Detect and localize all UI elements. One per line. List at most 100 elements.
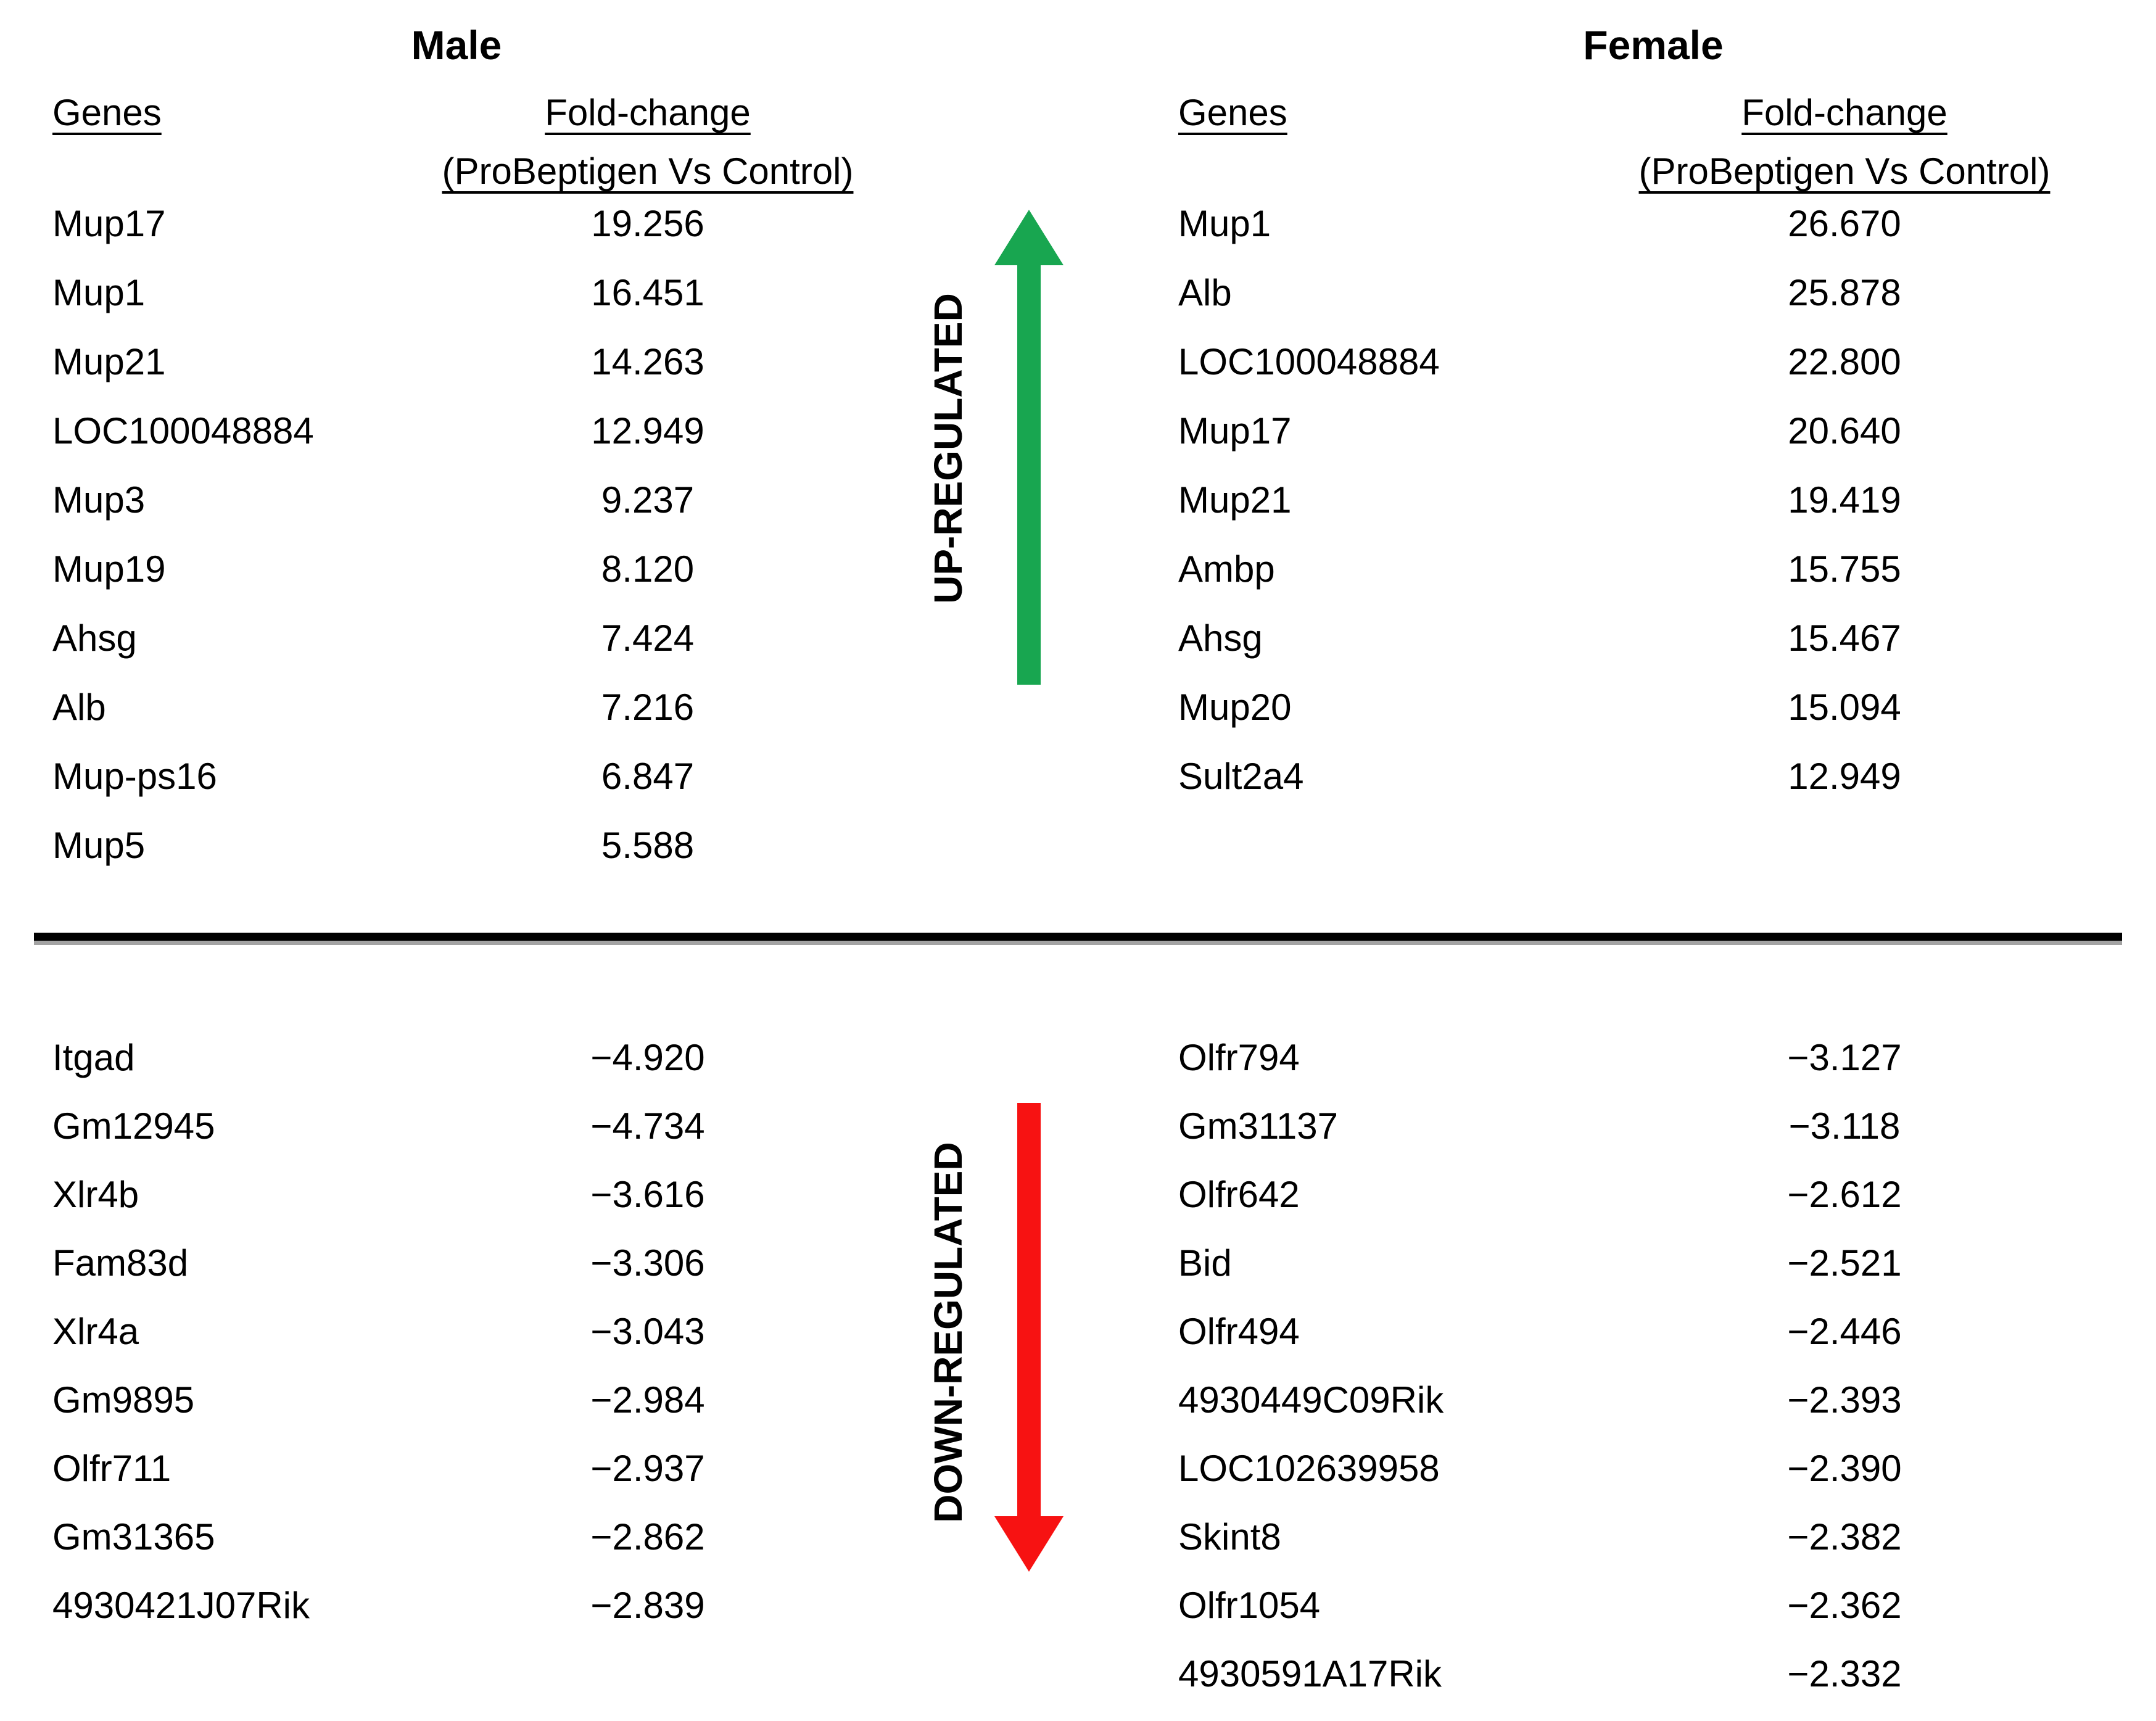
gene-name: LOC102639958 <box>1178 1448 1440 1489</box>
gene-name: Gm12945 <box>52 1105 215 1147</box>
fold-change-value: −2.984 <box>590 1379 705 1421</box>
fold-change-value: −2.446 <box>1787 1311 1902 1352</box>
foldchange-header-label: Fold-change <box>1741 92 1947 133</box>
table-row: Mup21 14.263 <box>52 340 854 410</box>
gene-name: Mup17 <box>52 203 166 244</box>
fold-change-value: −2.382 <box>1787 1516 1902 1558</box>
comparison-header-label: (ProBeptigen Vs Control) <box>442 151 854 192</box>
gene-name: Xlr4a <box>52 1311 139 1352</box>
down-regulated-label: DOWN-REGULATED <box>926 1142 970 1523</box>
table-row: Mup1 26.670 <box>1178 202 2100 271</box>
fold-change-value: −2.521 <box>1787 1242 1902 1284</box>
gene-name: Olfr642 <box>1178 1174 1300 1215</box>
male-foldchange-header: Fold-change (ProBeptigen Vs Control) <box>370 83 925 200</box>
male-section-title: Male <box>411 22 502 68</box>
fold-change-value: −3.306 <box>590 1242 705 1284</box>
fold-change-value: −3.127 <box>1787 1037 1902 1078</box>
table-row: Ahsg 7.424 <box>52 617 854 686</box>
fold-change-value: −3.118 <box>1788 1105 1901 1147</box>
gene-name: Bid <box>1178 1242 1232 1284</box>
gene-name: Olfr794 <box>1178 1037 1300 1078</box>
table-row: Gm9895 −2.984 <box>52 1379 854 1447</box>
table-row: LOC100048884 12.949 <box>52 410 854 479</box>
male-upregulated-table: Mup17 19.256 Mup1 16.451 Mup21 14.263 LOC10004… <box>52 202 854 893</box>
gene-name: Mup-ps16 <box>52 756 217 797</box>
gene-name: Mup3 <box>52 479 146 521</box>
fold-change-value: −3.616 <box>590 1174 705 1215</box>
gene-name: Olfr494 <box>1178 1311 1300 1352</box>
gene-name: Itgad <box>52 1037 135 1078</box>
fold-change-value: −2.390 <box>1787 1448 1902 1489</box>
fold-change-value: 5.588 <box>601 825 695 866</box>
gene-name: Xlr4b <box>52 1174 139 1215</box>
table-row: Mup3 9.237 <box>52 479 854 548</box>
table-row: Gm31137 −3.118 <box>1178 1105 2100 1173</box>
table-row: Xlr4b −3.616 <box>52 1173 854 1242</box>
fold-change-value: −2.839 <box>590 1585 705 1626</box>
gene-name: LOC100048884 <box>1178 341 1440 382</box>
fold-change-value: 14.263 <box>591 341 704 382</box>
table-row: Olfr642 −2.612 <box>1178 1173 2100 1242</box>
gene-name: Skint8 <box>1178 1516 1281 1558</box>
table-row: Mup20 15.094 <box>1178 686 2100 755</box>
table-row: Mup17 20.640 <box>1178 410 2100 479</box>
gene-name: Gm31137 <box>1178 1105 1339 1147</box>
fold-change-value: −2.332 <box>1787 1653 1902 1694</box>
gene-name: Gm31365 <box>52 1516 215 1558</box>
female-foldchange-header: Fold-change (ProBeptigen Vs Control) <box>1567 83 2122 200</box>
table-row: Itgad −4.920 <box>52 1036 854 1105</box>
gene-name: Mup19 <box>52 548 166 590</box>
fold-change-value: −2.393 <box>1787 1379 1902 1421</box>
male-genes-header: Genes <box>52 83 162 142</box>
male-downregulated-table: Itgad −4.920 Gm12945 −4.734 Xlr4b −3.616 Fam83… <box>52 1036 854 1653</box>
table-row: Mup5 5.588 <box>52 824 854 893</box>
fold-change-value: 7.216 <box>601 687 695 728</box>
fold-change-value: −2.612 <box>1787 1174 1902 1215</box>
gene-name: Mup1 <box>1178 203 1271 244</box>
gene-name: Sult2a4 <box>1178 756 1304 797</box>
up-arrow-icon <box>994 210 1064 685</box>
fold-change-value: 26.670 <box>1788 203 1901 244</box>
table-row: Bid −2.521 <box>1178 1242 2100 1310</box>
table-row: Olfr494 −2.446 <box>1178 1310 2100 1379</box>
table-row: 4930449C09Rik −2.393 <box>1178 1379 2100 1447</box>
fold-change-value: 15.467 <box>1788 617 1901 659</box>
up-regulated-label: UP-REGULATED <box>926 293 970 604</box>
fold-change-value: −4.734 <box>590 1105 705 1147</box>
fold-change-value: 12.949 <box>591 410 704 452</box>
fold-change-value: 20.640 <box>1788 410 1901 452</box>
gene-name: Mup20 <box>1178 687 1292 728</box>
fold-change-value: 16.451 <box>591 272 704 313</box>
table-row: 4930421J07Rik −2.839 <box>52 1584 854 1653</box>
table-row: Olfr1054 −2.362 <box>1178 1584 2100 1653</box>
fold-change-value: 7.424 <box>601 617 695 659</box>
gene-name: Olfr711 <box>52 1448 171 1489</box>
female-section-title: Female <box>1583 22 1724 68</box>
table-row: Sult2a4 12.949 <box>1178 755 2100 824</box>
table-row: Mup21 19.419 <box>1178 479 2100 548</box>
table-row: Ambp 15.755 <box>1178 548 2100 617</box>
table-row: Alb 7.216 <box>52 686 854 755</box>
table-row: 4930591A17Rik −2.332 <box>1178 1653 2100 1721</box>
gene-name: Alb <box>52 687 106 728</box>
gene-name: Mup21 <box>52 341 166 382</box>
gene-name: Ahsg <box>1178 617 1263 659</box>
gene-name: Olfr1054 <box>1178 1585 1321 1626</box>
table-row: Gm12945 −4.734 <box>52 1105 854 1173</box>
table-row: Olfr711 −2.937 <box>52 1447 854 1516</box>
table-row: Olfr794 −3.127 <box>1178 1036 2100 1105</box>
comparison-header-label: (ProBeptigen Vs Control) <box>1638 151 2051 192</box>
table-row: Mup19 8.120 <box>52 548 854 617</box>
gene-name: Mup21 <box>1178 479 1292 521</box>
table-row: Xlr4a −3.043 <box>52 1310 854 1379</box>
fold-change-value: 22.800 <box>1788 341 1901 382</box>
gene-name: 4930591A17Rik <box>1178 1653 1442 1694</box>
table-row: Gm31365 −2.862 <box>52 1516 854 1584</box>
fold-change-value: 12.949 <box>1788 756 1901 797</box>
female-downregulated-table: Olfr794 −3.127 Gm31137 −3.118 Olfr642 −2.612 B… <box>1178 1036 2100 1721</box>
fold-change-value: 19.256 <box>591 203 704 244</box>
table-row: Mup-ps16 6.847 <box>52 755 854 824</box>
section-divider <box>34 933 2122 941</box>
gene-name: Gm9895 <box>52 1379 195 1421</box>
